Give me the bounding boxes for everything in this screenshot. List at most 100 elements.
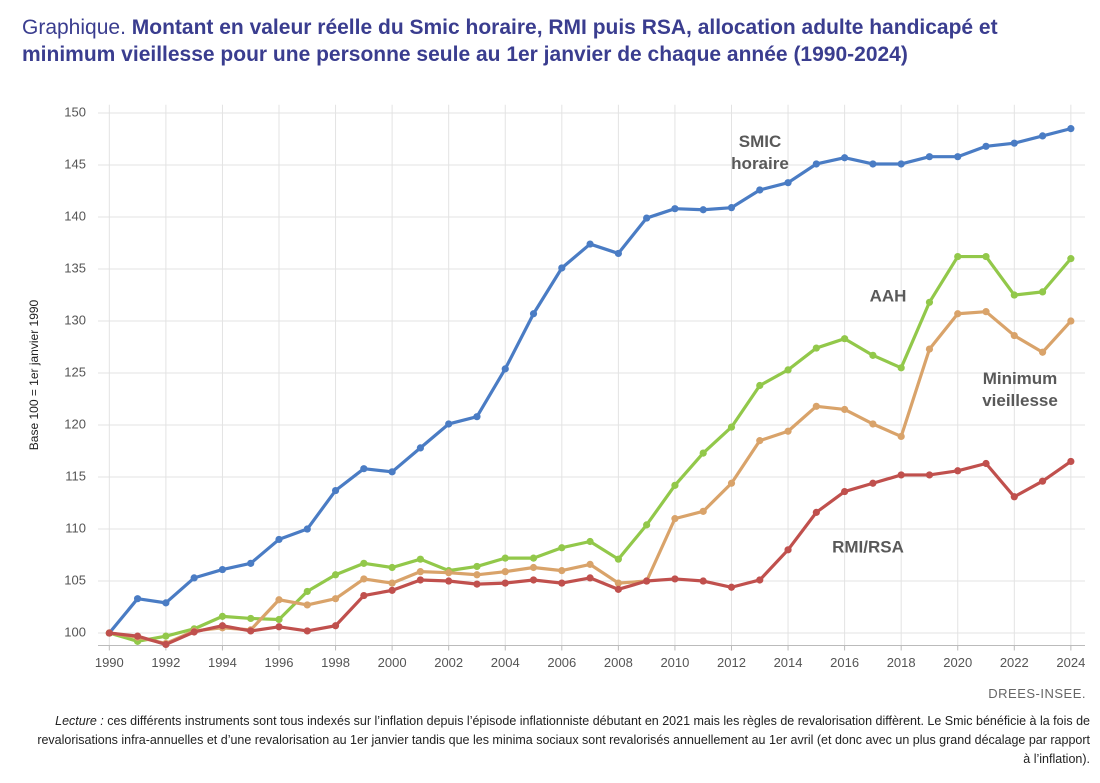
data-point <box>473 571 481 579</box>
data-point <box>501 568 509 576</box>
data-point <box>841 405 849 414</box>
data-point <box>360 465 368 473</box>
data-point <box>897 364 905 372</box>
data-point <box>218 622 227 630</box>
data-point <box>388 586 396 594</box>
data-point <box>954 467 962 475</box>
data-point <box>586 560 594 568</box>
y-tick-label: 135 <box>64 260 86 275</box>
data-point <box>1038 477 1047 485</box>
data-point <box>558 579 566 587</box>
series-label-line: horaire <box>731 154 789 173</box>
data-point <box>727 583 736 591</box>
data-point <box>925 298 934 306</box>
y-tick-label: 100 <box>64 624 86 639</box>
data-point <box>699 577 707 585</box>
data-point <box>218 565 227 574</box>
y-axis-label: Base 100 = 1er janvier 1990 <box>27 299 41 450</box>
data-point <box>247 614 255 623</box>
y-tick-label: 110 <box>65 520 86 535</box>
data-point <box>501 554 509 562</box>
data-point <box>1010 493 1018 501</box>
title-label: Graphique. <box>22 16 126 39</box>
data-point <box>133 632 142 640</box>
data-point <box>841 487 849 496</box>
x-tick-label: 1992 <box>151 655 180 670</box>
y-tick-label: 145 <box>64 156 86 171</box>
data-point <box>954 252 962 261</box>
data-point <box>812 344 820 352</box>
data-point <box>501 579 509 587</box>
data-point <box>331 595 340 603</box>
data-point <box>1010 331 1018 340</box>
data-point <box>643 214 651 222</box>
data-point <box>614 555 622 563</box>
data-point <box>275 596 283 604</box>
data-point <box>133 595 142 603</box>
note: Lecture : ces différents instruments son… <box>30 712 1090 769</box>
data-point <box>1067 255 1075 263</box>
x-tick-label: 1994 <box>208 655 237 670</box>
data-point <box>416 576 425 584</box>
data-point <box>982 142 990 150</box>
data-point <box>1067 317 1075 325</box>
data-point <box>1038 288 1047 296</box>
data-point <box>671 481 679 489</box>
y-tick-label: 105 <box>64 572 86 587</box>
data-point <box>841 154 849 162</box>
data-point <box>303 601 311 609</box>
y-tick-label: 150 <box>64 104 86 119</box>
data-point <box>812 508 820 516</box>
data-point <box>925 345 934 353</box>
data-point <box>1067 457 1075 466</box>
data-point <box>558 567 566 575</box>
data-point <box>1067 125 1075 133</box>
x-tick-label: 2012 <box>717 655 746 670</box>
data-point <box>756 576 764 584</box>
data-point <box>784 546 792 554</box>
data-point <box>303 525 311 533</box>
source: DREES-INSEE. <box>988 686 1086 701</box>
data-point <box>473 562 481 571</box>
data-point <box>360 575 368 583</box>
data-point <box>529 554 538 562</box>
data-point <box>643 521 651 529</box>
data-point <box>105 629 113 637</box>
data-point <box>812 402 820 410</box>
y-tick-label: 130 <box>64 312 86 327</box>
data-point <box>1038 348 1047 356</box>
data-point <box>869 420 877 428</box>
data-point <box>247 627 255 635</box>
data-point <box>162 599 170 607</box>
data-point <box>473 413 481 421</box>
data-point <box>275 535 283 544</box>
data-point <box>247 559 255 567</box>
data-point <box>982 308 990 316</box>
data-point <box>1010 291 1018 299</box>
note-label: Lecture : <box>55 714 104 728</box>
data-point <box>954 310 962 318</box>
data-point <box>388 468 396 476</box>
data-point <box>756 437 764 445</box>
x-tick-label: 1996 <box>265 655 294 670</box>
series-label-line: vieillesse <box>982 391 1058 410</box>
data-point <box>275 623 283 631</box>
data-point <box>190 574 198 582</box>
x-tick-label: 2024 <box>1056 655 1085 670</box>
data-point <box>925 471 934 479</box>
y-tick-label: 115 <box>65 468 86 483</box>
data-point <box>558 544 566 552</box>
series-label: SMIC horaire <box>731 132 789 173</box>
data-point <box>445 577 453 585</box>
data-point <box>586 240 594 248</box>
x-tick-label: 2004 <box>491 655 520 670</box>
x-tick-label: 2010 <box>660 655 689 670</box>
data-point <box>275 615 283 624</box>
data-point <box>1038 132 1047 140</box>
data-point <box>445 420 453 428</box>
series-line <box>108 254 1073 643</box>
data-point <box>416 444 425 452</box>
data-point <box>897 471 905 479</box>
data-point <box>869 479 877 487</box>
data-point <box>473 580 481 588</box>
